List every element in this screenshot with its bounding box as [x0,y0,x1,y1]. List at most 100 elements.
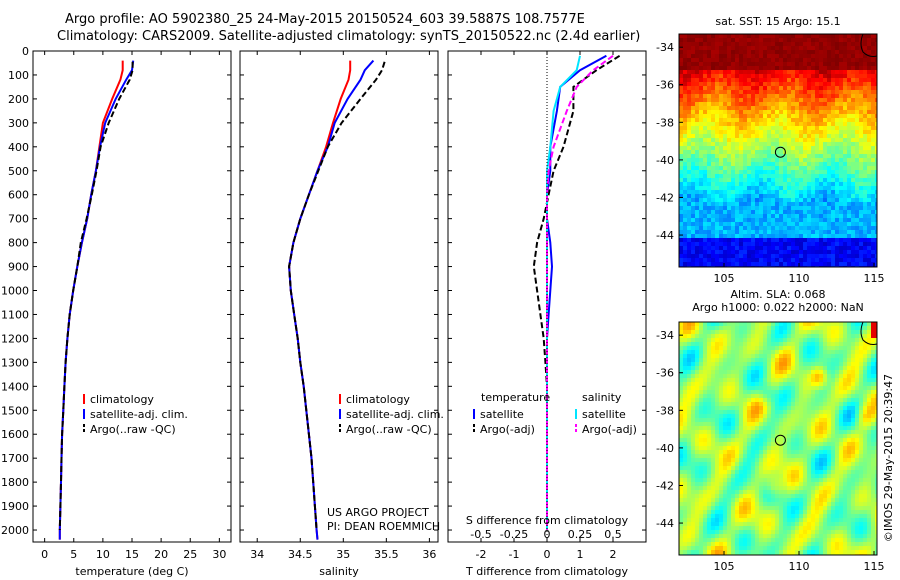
map-cell [771,346,775,350]
map-cell [743,394,747,398]
map-cell [763,374,767,378]
map-cell [823,50,827,54]
map-cell [859,414,863,418]
map-cell [695,322,699,326]
map-cell [859,358,863,362]
map-cell [687,402,691,406]
map-cell [751,254,755,258]
map-cell [767,158,771,162]
map-cell [747,134,751,138]
map-cell [707,450,711,454]
map-cell [731,246,735,250]
map-cell [799,334,803,338]
map-cell [691,258,695,262]
map-cell [751,86,755,90]
map-cell [847,458,851,462]
map-cell [691,214,695,218]
map-cell [815,174,819,178]
map-cell [823,142,827,146]
map-cell [871,98,875,102]
map-cell [803,362,807,366]
map-cell [811,470,815,474]
map-cell [831,450,835,454]
map-cell [819,110,823,114]
map-cell [847,334,851,338]
map-cell [803,66,807,70]
map-cell [855,126,859,130]
map-cell [747,214,751,218]
map-cell [691,242,695,246]
map-cell [691,434,695,438]
map-cell [771,150,775,154]
map-cell [735,70,739,74]
map-cell [687,70,691,74]
map-cell [747,394,751,398]
map-cell [811,90,815,94]
map-cell [699,106,703,110]
map-cell [747,322,751,326]
map-cell [791,394,795,398]
map-cell [719,190,723,194]
map-cell [707,334,711,338]
map-cell [775,354,779,358]
map-cell [771,130,775,134]
map-cell [771,110,775,114]
map-cell [867,402,871,406]
map-cell [875,94,877,98]
map-cell [691,402,695,406]
map-cell [851,126,855,130]
map-cell [815,70,819,74]
map-cell [819,90,823,94]
map-cell [767,430,771,434]
map-cell [687,462,691,466]
map-cell [679,114,683,118]
map-cell [735,478,739,482]
map-cell [679,182,683,186]
map-cell [867,194,871,198]
map-cell [707,194,711,198]
map-cell [839,322,843,326]
map-cell [711,382,715,386]
map-cell [843,234,847,238]
map-cell [811,118,815,122]
map-cell [815,478,819,482]
map-cell [799,414,803,418]
map-cell [871,86,875,90]
map-cell [731,206,735,210]
map-cell [763,118,767,122]
map-cell [835,146,839,150]
map-cell [695,66,699,70]
map-cell [687,338,691,342]
map-cell [819,418,823,422]
map-cell [851,154,855,158]
map-cell [847,230,851,234]
map-cell [707,342,711,346]
map-cell [863,158,867,162]
map-cell [775,102,779,106]
map-cell [695,382,699,386]
map-cell [703,202,707,206]
map-cell [795,322,799,326]
map-cell [723,94,727,98]
map-cell [727,382,731,386]
map-cell [863,122,867,126]
map-cell [819,322,823,326]
map-cell [687,354,691,358]
map-cell [751,78,755,82]
map-cell [851,366,855,370]
map-cell [739,158,743,162]
map-cell [695,146,699,150]
map-cell [747,342,751,346]
map-cell [811,158,815,162]
map-cell [719,322,723,326]
map-cell [699,186,703,190]
map-cell [743,138,747,142]
map-cell [695,374,699,378]
map-cell [747,110,751,114]
map-cell [727,414,731,418]
map-cell [755,378,759,382]
map-cell [731,186,735,190]
map-cell [871,102,875,106]
map-cell [871,78,875,82]
map-cell [815,102,819,106]
